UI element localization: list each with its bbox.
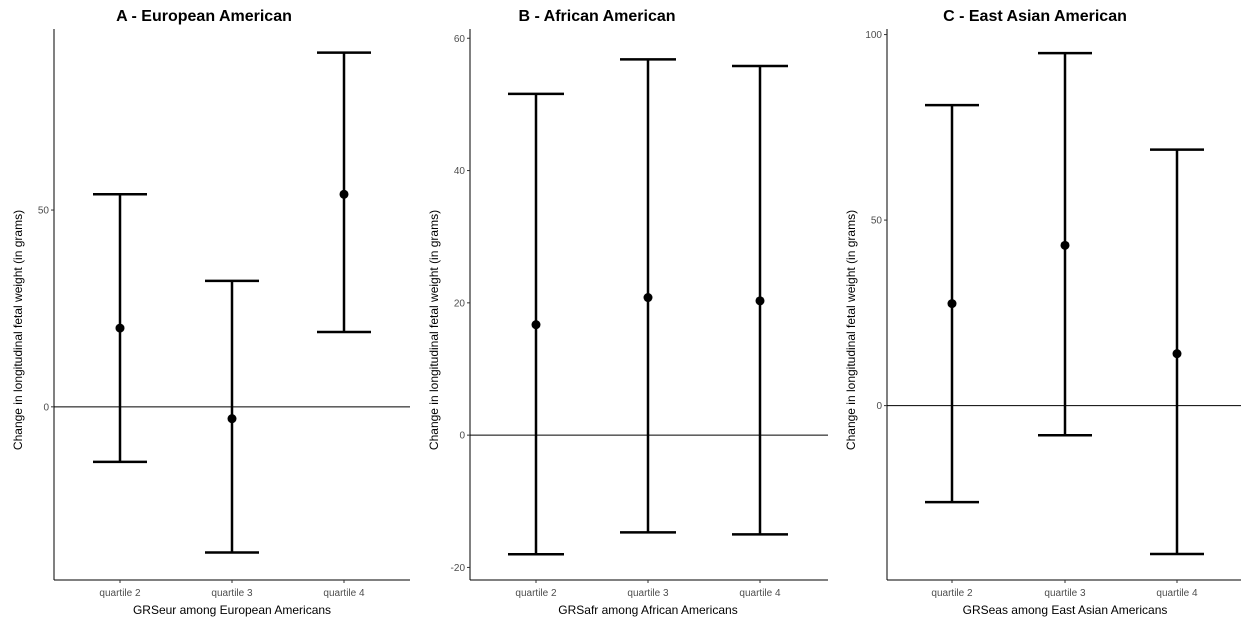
panel-c: C - East Asian American Change in longit… xyxy=(844,8,1241,617)
panel-c-ytick-label: 50 xyxy=(871,216,883,227)
panel-b-ytick-label: 60 xyxy=(454,34,466,45)
panel-a-point xyxy=(115,323,125,333)
panel-a-ylabel: Change in longitudinal fetal weight (in … xyxy=(11,210,25,450)
panel-b-ytick-label: 40 xyxy=(454,166,466,177)
panel-b-xlabel: GRSafr among African Americans xyxy=(558,603,737,617)
panel-b-point xyxy=(643,293,653,303)
panel-a-point xyxy=(339,189,349,199)
panel-c-point xyxy=(947,299,957,309)
panel-a-ticks: 0 50 quartile 2 quartile 3 quartile 4 xyxy=(38,206,365,599)
panel-a-point xyxy=(227,414,237,424)
panel-b-xtick-label: quartile 3 xyxy=(627,588,669,599)
panel-b-ytick-label: 0 xyxy=(459,431,465,442)
panel-b-ytick-label: -20 xyxy=(451,563,466,574)
panel-a-marks xyxy=(93,51,371,554)
panel-b-ylabel: Change in longitudinal fetal weight (in … xyxy=(427,210,441,450)
panel-a-xtick-label: quartile 2 xyxy=(99,588,141,599)
panel-a-ytick-label: 0 xyxy=(43,402,49,413)
panel-c-ylabel: Change in longitudinal fetal weight (in … xyxy=(844,210,858,450)
panel-b-ytick-label: 20 xyxy=(454,298,466,309)
panel-b: B - African American Change in longitudi… xyxy=(427,8,828,617)
panel-b-title: B - African American xyxy=(518,8,675,25)
panel-c-xlabel: GRSeas among East Asian Americans xyxy=(963,603,1168,617)
panel-c-xtick-label: quartile 4 xyxy=(1156,588,1198,599)
panel-b-ticks: -20 0 20 40 60 quartile 2 quartile 3 quartile 4 xyxy=(451,34,781,599)
panel-c-marks xyxy=(925,51,1204,556)
panel-c-point xyxy=(1060,240,1070,250)
panel-a-xtick-label: quartile 4 xyxy=(323,588,365,599)
panel-b-point xyxy=(531,320,541,330)
panel-b-xtick-label: quartile 2 xyxy=(515,588,557,599)
panel-c-title: C - East Asian American xyxy=(943,8,1127,25)
panel-b-marks xyxy=(508,58,788,556)
panel-c-xtick-label: quartile 3 xyxy=(1044,588,1086,599)
panel-a-xtick-label: quartile 3 xyxy=(211,588,253,599)
panel-c-point xyxy=(1172,349,1182,359)
panel-a: A - European American Change in longitud… xyxy=(11,8,410,617)
panel-c-ytick-label: 100 xyxy=(865,30,882,41)
panel-c-xtick-label: quartile 2 xyxy=(931,588,973,599)
panel-b-point xyxy=(755,296,765,306)
panel-c-ticks: 0 50 100 quartile 2 quartile 3 quartile 4 xyxy=(865,30,1198,599)
panel-a-xlabel: GRSeur among European Americans xyxy=(133,603,331,617)
panel-a-title: A - European American xyxy=(116,8,292,25)
panel-a-ytick-label: 50 xyxy=(38,206,50,217)
panel-b-xtick-label: quartile 4 xyxy=(739,588,781,599)
panel-c-ytick-label: 0 xyxy=(876,401,882,412)
